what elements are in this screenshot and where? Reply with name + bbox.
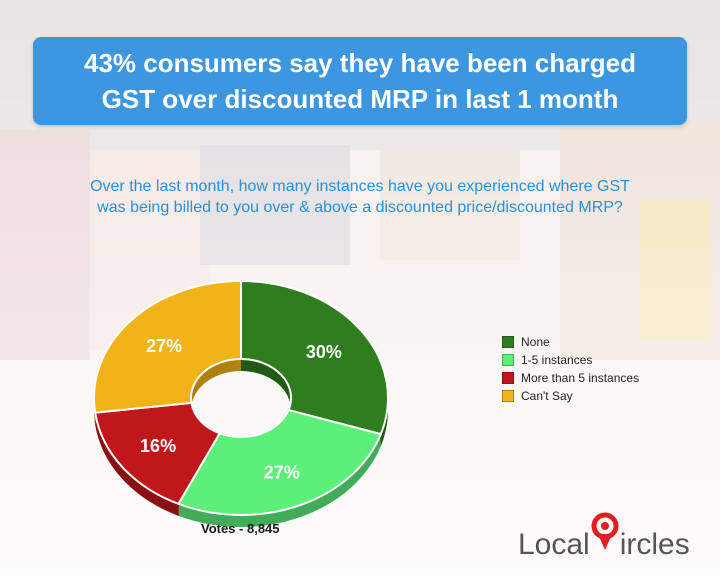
slice-1-5-instances — [176, 408, 383, 516]
legend-item-none: None — [502, 333, 639, 351]
logo-text-right: ircles — [619, 528, 690, 561]
legend-label-1-5-instances: 1-5 instances — [521, 353, 593, 367]
legend-label-can-t-say: Can't Say — [521, 389, 573, 403]
title-banner: 43% consumers say they have been charged… — [33, 37, 687, 125]
question-line-2: was being billed to you over & above a d… — [97, 199, 623, 216]
legend-item-can-t-say: Can't Say — [502, 387, 639, 405]
slice-label-can-t-say: 27% — [146, 336, 182, 356]
legend-item-more-than-5-instances: More than 5 instances — [502, 369, 639, 387]
localcircles-logo: Local ircles — [518, 512, 708, 562]
chart-legend: None 1-5 instances More than 5 instances Ca… — [502, 333, 639, 405]
slice-label-more-than-5-instances: 16% — [140, 436, 176, 456]
legend-swatch-1-5-instances — [502, 354, 514, 366]
slice-label-none: 30% — [306, 342, 342, 362]
title-line-2: GST over discounted MRP in last 1 month — [101, 84, 619, 114]
legend-swatch-can-t-say — [502, 390, 514, 402]
slice-more-than-5-instances — [94, 401, 222, 506]
title-line-1: 43% consumers say they have been charged — [83, 48, 637, 78]
slice-can-t-say — [93, 279, 242, 414]
slice-none — [240, 279, 389, 436]
poll-question: Over the last month, how many instances … — [40, 176, 680, 218]
location-pin-icon — [591, 512, 619, 562]
logo-text-left: Local — [518, 528, 590, 561]
legend-label-more-than-5-instances: More than 5 instances — [521, 371, 640, 385]
legend-label-none: None — [521, 335, 550, 349]
legend-item-1-5-instances: 1-5 instances — [502, 351, 639, 369]
legend-swatch-none — [502, 336, 514, 348]
slice-label-1-5-instances: 27% — [264, 462, 300, 482]
question-line-1: Over the last month, how many instances … — [90, 178, 630, 195]
votes-count: Votes - 8,845 — [201, 521, 280, 536]
legend-swatch-more-than-5-instances — [502, 372, 514, 384]
